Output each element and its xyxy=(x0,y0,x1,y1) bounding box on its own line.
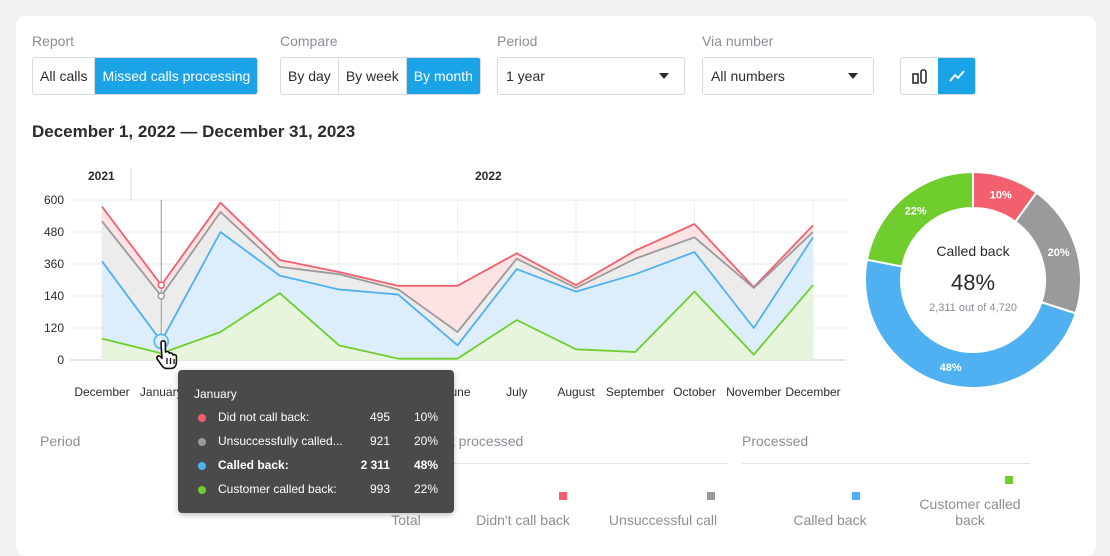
y-tick-label: 600 xyxy=(44,193,64,207)
donut-center-title: Called back xyxy=(936,243,1010,259)
y-tick-label: 480 xyxy=(44,225,64,239)
x-tick-label: December xyxy=(74,385,129,399)
bar-chart-button[interactable] xyxy=(901,58,938,94)
tooltip-row-value: 993 xyxy=(369,482,390,496)
tooltip-row-name: Customer called back: xyxy=(218,482,337,496)
chart-tooltip: January Did not call back: 495 10% Unsuc… xyxy=(178,370,454,513)
x-tick-label: September xyxy=(606,385,665,399)
missed-calls-line-chart: 600480360140120020212022DecemberJanuaryF… xyxy=(44,168,846,399)
chart-type-toggle xyxy=(900,57,976,95)
divider xyxy=(433,463,727,464)
table-not-processed-label: Not processed xyxy=(433,433,524,449)
called-back-slice xyxy=(864,258,1077,389)
blue-dot-icon xyxy=(198,462,206,470)
customer-called-back-line xyxy=(101,284,814,360)
report-all-calls-button[interactable]: All calls xyxy=(33,58,96,94)
legend-square-blue xyxy=(852,492,860,500)
legend-square-green xyxy=(1005,476,1013,484)
column-header-didnt-call-back[interactable]: Didn't call back xyxy=(476,512,570,528)
x-tick-label: August xyxy=(557,385,595,399)
x-tick-label: January xyxy=(140,385,183,399)
did-not-call-back-line xyxy=(101,201,814,289)
y-tick-label: 120 xyxy=(44,321,64,335)
y-tick-label: 0 xyxy=(57,353,64,367)
tooltip-row-value: 2 311 xyxy=(360,458,390,472)
unsuccessfully-called-line xyxy=(101,211,814,333)
donut-center-subtitle: 2,311 out of 4,720 xyxy=(929,302,1017,314)
compare-switch: By day By week By month xyxy=(280,57,481,95)
tooltip-row-name: Unsuccessfully called... xyxy=(218,434,343,448)
compare-by-month-button[interactable]: By month xyxy=(406,58,480,94)
compare-by-day-button[interactable]: By day xyxy=(281,58,339,94)
customer-called-back-slice xyxy=(865,170,974,268)
line-chart-button[interactable] xyxy=(938,58,975,94)
tooltip-row: Unsuccessfully called... 921 20% xyxy=(178,431,454,451)
y-tick-label: 360 xyxy=(44,257,64,271)
tooltip-row-name: Called back: xyxy=(218,458,289,472)
legend-square-red xyxy=(559,492,567,500)
called-back-line xyxy=(101,231,814,347)
tooltip-row-value: 495 xyxy=(369,410,390,424)
tooltip-row-percent: 22% xyxy=(413,482,438,496)
x-tick-label: November xyxy=(726,385,781,399)
tooltip-row-percent: 10% xyxy=(413,410,438,424)
donut-center-value: 48% xyxy=(951,270,995,295)
chevron-down-icon xyxy=(659,73,669,79)
legend-square-gray xyxy=(707,492,715,500)
gray-dot-icon xyxy=(198,438,206,446)
tooltip-row-percent: 20% xyxy=(413,434,438,448)
line-chart-icon xyxy=(948,70,965,82)
called-back-slice-label: 48% xyxy=(940,362,962,374)
hand-pointer-icon xyxy=(156,340,178,370)
column-header-customer-called-back[interactable]: Customer called back xyxy=(919,496,1021,528)
y-tick-label: 140 xyxy=(44,289,64,303)
tooltip-title: January xyxy=(194,387,237,401)
tooltip-row: Called back: 2 311 48% xyxy=(178,455,454,475)
x-tick-label: July xyxy=(506,385,527,399)
chevron-down-icon xyxy=(848,73,858,79)
date-range-title: December 1, 2022 — December 31, 2023 xyxy=(32,122,356,141)
red-dot-icon xyxy=(198,414,206,422)
year-label: 2021 xyxy=(88,169,115,183)
via-number-dropdown[interactable]: All numbers xyxy=(702,57,874,95)
compare-label: Compare xyxy=(280,33,338,49)
missed-calls-donut-chart: 10% 20% 48% 22% Called back 48% 2,311 out of 4… xyxy=(864,170,1082,389)
divider xyxy=(742,463,1030,464)
column-header-unsuccessful-call[interactable]: Unsuccessful call xyxy=(608,512,718,528)
period-dropdown-value: 1 year xyxy=(506,68,545,84)
unsuccessfully-called-slice-label: 20% xyxy=(1048,247,1070,259)
column-header-total[interactable]: Total xyxy=(391,512,421,528)
period-dropdown[interactable]: 1 year xyxy=(497,57,685,95)
hover-point-red xyxy=(157,281,165,289)
tooltip-row-percent: 48% xyxy=(413,458,438,472)
x-tick-label: December xyxy=(785,385,840,399)
customer-called-back-area xyxy=(102,285,813,360)
hover-point-gray xyxy=(157,292,165,300)
via-number-dropdown-value: All numbers xyxy=(711,68,785,84)
green-dot-icon xyxy=(198,486,206,494)
via-number-label: Via number xyxy=(702,33,774,49)
year-label: 2022 xyxy=(475,169,502,183)
report-switch: All calls Missed calls processing xyxy=(32,57,259,95)
report-missed-calls-button[interactable]: Missed calls processing xyxy=(95,58,258,94)
report-label: Report xyxy=(32,33,75,49)
did-not-call-back-slice-label: 10% xyxy=(990,189,1012,201)
bar-chart-icon xyxy=(911,69,927,84)
tooltip-row-name: Did not call back: xyxy=(218,410,310,424)
compare-by-week-button[interactable]: By week xyxy=(339,58,407,94)
table-period-label: Period xyxy=(40,433,81,449)
customer-called-back-slice-label: 22% xyxy=(905,206,927,218)
tooltip-row: Customer called back: 993 22% xyxy=(178,479,454,499)
table-processed-label: Processed xyxy=(742,433,809,449)
tooltip-row: Did not call back: 495 10% xyxy=(178,407,454,427)
column-header-called-back[interactable]: Called back xyxy=(793,512,867,528)
period-label: Period xyxy=(497,33,538,49)
x-tick-label: October xyxy=(673,385,716,399)
tooltip-row-value: 921 xyxy=(369,434,390,448)
